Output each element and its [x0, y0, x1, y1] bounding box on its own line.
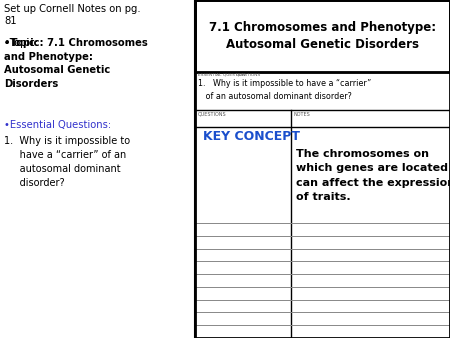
Bar: [195, 110, 450, 127]
Text: Set up Cornell Notes on pg.
81: Set up Cornell Notes on pg. 81: [4, 4, 140, 26]
Bar: [195, 127, 450, 223]
Text: 1.  Why is it impossible to
     have a “carrier” of an
     autosomal dominant
: 1. Why is it impossible to have a “carri…: [4, 136, 130, 188]
Text: ESSENTIAL QUESTION: ESSENTIAL QUESTION: [198, 73, 245, 77]
Text: •Essential Questions:: •Essential Questions:: [4, 120, 111, 130]
Text: •Topic:: •Topic:: [4, 38, 41, 48]
Bar: [195, 72, 450, 110]
Bar: [195, 0, 450, 338]
Text: NOTES: NOTES: [294, 112, 311, 117]
Text: of an autosomal dominant disorder?: of an autosomal dominant disorder?: [198, 92, 352, 101]
Text: QUESTIONS: QUESTIONS: [198, 112, 227, 117]
Text: •Topic: 7.1 Chromosomes
and Phenotype:
Autosomal Genetic
Disorders: •Topic: 7.1 Chromosomes and Phenotype: A…: [4, 38, 148, 89]
Text: QUESTIONS: QUESTIONS: [236, 73, 261, 77]
Bar: [0, 0, 195, 338]
Text: KEY CONCEPT: KEY CONCEPT: [203, 130, 300, 143]
Bar: [195, 0, 450, 72]
Text: •Topic:: •Topic:: [4, 38, 41, 48]
Text: The chromosomes on
which genes are located
can affect the expression
of traits.: The chromosomes on which genes are locat…: [296, 149, 450, 202]
Text: 1.   Why is it impossible to have a “carrier”: 1. Why is it impossible to have a “carri…: [198, 79, 371, 88]
Text: 7.1 Chromosomes and Phenotype:
Autosomal Genetic Disorders: 7.1 Chromosomes and Phenotype: Autosomal…: [209, 21, 436, 51]
